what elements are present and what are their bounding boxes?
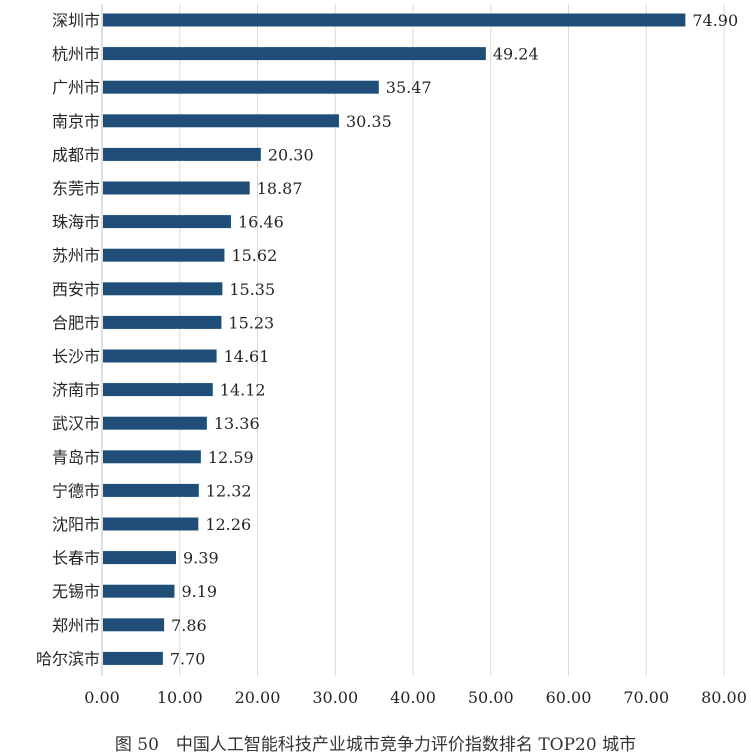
category-label: 广州市: [52, 78, 100, 97]
bar: [103, 181, 250, 195]
figure-caption: 图 50 中国人工智能科技产业城市竞争力评价指数排名 TOP20 城市: [114, 735, 637, 755]
data-label: 15.62: [231, 246, 277, 265]
data-label: 12.32: [206, 481, 252, 500]
x-tick-label: 50.00: [468, 688, 514, 707]
x-tick-label: 20.00: [235, 688, 281, 707]
bar: [103, 618, 165, 632]
category-label: 宁德市: [52, 481, 100, 500]
data-label: 7.86: [171, 616, 207, 635]
bar: [103, 551, 177, 565]
bar: [103, 13, 686, 27]
bar: [103, 147, 261, 161]
category-label: 深圳市: [52, 11, 100, 30]
bar: [103, 517, 199, 531]
data-label: 74.90: [692, 11, 738, 30]
x-tick-label: 60.00: [546, 688, 592, 707]
category-label: 东莞市: [52, 179, 100, 198]
x-tick-label: 70.00: [623, 688, 669, 707]
category-label: 西安市: [52, 280, 100, 299]
x-tick-label: 10.00: [157, 688, 203, 707]
data-label: 12.26: [205, 515, 251, 534]
bar: [103, 383, 213, 397]
bar: [103, 315, 222, 329]
x-tick-label: 80.00: [701, 688, 747, 707]
data-label: 20.30: [268, 145, 314, 164]
category-label: 武汉市: [52, 414, 100, 433]
x-tick-label: 40.00: [390, 688, 436, 707]
category-label: 成都市: [52, 145, 100, 164]
category-label: 杭州市: [52, 45, 100, 64]
category-label: 沈阳市: [52, 515, 100, 534]
data-label: 15.23: [228, 313, 274, 332]
bar: [103, 248, 225, 262]
bar: [103, 651, 163, 665]
bar: [103, 282, 223, 296]
data-label: 49.24: [493, 45, 539, 64]
bar: [103, 483, 199, 497]
data-label: 9.39: [183, 549, 219, 568]
data-label: 7.70: [170, 649, 206, 668]
bar: [103, 215, 231, 229]
bar: [103, 584, 175, 598]
x-tick-label: 0.00: [84, 688, 120, 707]
data-label: 9.19: [181, 582, 217, 601]
category-label: 南京市: [52, 112, 100, 131]
category-label: 合肥市: [52, 313, 100, 332]
data-label: 30.35: [346, 112, 392, 131]
category-label: 青岛市: [52, 448, 100, 467]
data-label: 15.35: [229, 280, 275, 299]
data-label: 14.61: [224, 347, 270, 366]
data-label: 16.46: [238, 213, 284, 232]
data-label: 18.87: [257, 179, 303, 198]
category-label: 无锡市: [52, 582, 100, 601]
category-label: 长春市: [52, 549, 100, 568]
bar: [103, 80, 379, 94]
bar: [103, 416, 207, 430]
category-label: 珠海市: [52, 213, 100, 232]
bar: [103, 349, 217, 363]
category-label: 济南市: [52, 381, 100, 400]
data-label: 35.47: [386, 78, 432, 97]
category-label: 哈尔滨市: [36, 649, 100, 668]
data-label: 12.59: [208, 448, 254, 467]
x-tick-label: 30.00: [312, 688, 358, 707]
category-label: 郑州市: [52, 616, 100, 635]
data-label: 13.36: [214, 414, 260, 433]
data-label: 14.12: [220, 381, 266, 400]
bar-chart: 0.00 10.00 20.00 30.00 40.00 50.00 60.00 70.00 8…: [36, 4, 747, 707]
category-label: 苏州市: [52, 246, 100, 265]
bar: [103, 114, 339, 128]
bar: [103, 450, 201, 464]
category-label: 长沙市: [52, 347, 100, 366]
bar: [103, 47, 486, 61]
